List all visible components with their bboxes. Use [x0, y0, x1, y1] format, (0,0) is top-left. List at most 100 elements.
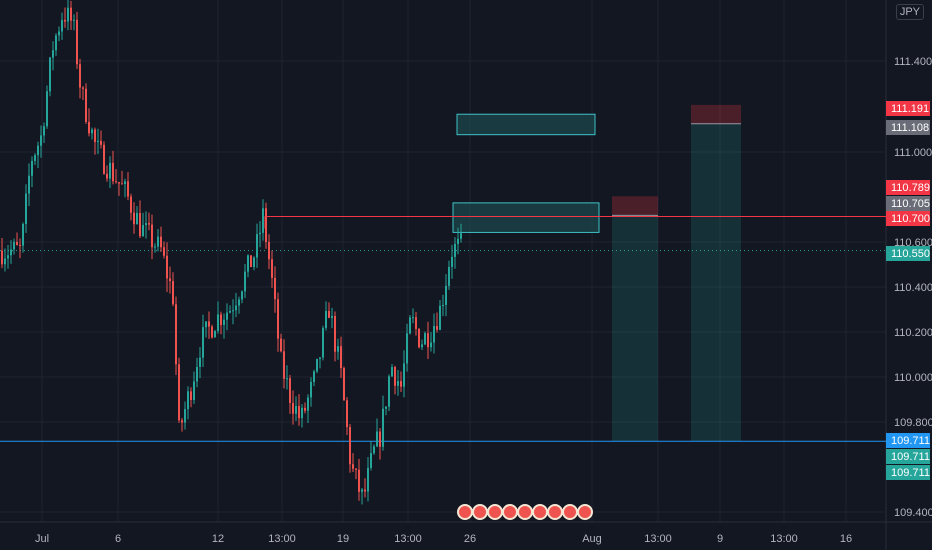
- middle-zone[interactable]: [452, 202, 600, 233]
- candle-body: [436, 326, 438, 330]
- candle-body: [109, 162, 111, 179]
- candle-body: [349, 427, 351, 465]
- candle-body: [10, 249, 12, 256]
- candle-body: [427, 333, 429, 348]
- candle-body: [313, 371, 315, 382]
- event-marker-icon[interactable]: [577, 504, 593, 520]
- event-marker-icon[interactable]: [562, 504, 578, 520]
- price-label-red: [886, 180, 930, 195]
- x-tick-label: 19: [337, 533, 349, 545]
- candle-body: [13, 241, 15, 250]
- candle-body: [232, 310, 234, 312]
- candle-body: [346, 400, 348, 428]
- candle-body: [223, 319, 225, 325]
- candle-body: [106, 173, 108, 179]
- event-marker-icon[interactable]: [502, 504, 518, 520]
- long-position-1-target-zone[interactable]: [612, 215, 658, 442]
- candle-body: [406, 333, 408, 364]
- event-marker-icon[interactable]: [457, 504, 473, 520]
- currency-badge[interactable]: JPY: [895, 4, 924, 20]
- candle-body: [235, 305, 237, 311]
- candle-body: [88, 121, 90, 134]
- price-label-text: 110.550: [891, 248, 930, 260]
- candle-body: [172, 281, 174, 305]
- upper-zone[interactable]: [456, 113, 596, 136]
- candle-body: [295, 406, 297, 414]
- x-tick-label: Aug: [582, 533, 602, 545]
- x-tick-label: 13:00: [268, 533, 296, 545]
- event-marker-icon[interactable]: [532, 504, 548, 520]
- x-tick-label: 13:00: [770, 533, 798, 545]
- candle-body: [430, 342, 432, 348]
- candle-body: [55, 35, 57, 51]
- candle-body: [334, 315, 336, 352]
- y-tick-label: 111.000: [894, 147, 932, 159]
- long-position-2-stop-zone[interactable]: [691, 104, 741, 124]
- price-label-text: 109.711: [891, 435, 930, 447]
- candle-body: [70, 7, 72, 21]
- event-marker-icon[interactable]: [487, 504, 503, 520]
- y-tick-label: 110.200: [894, 327, 932, 339]
- candle-body: [52, 50, 54, 58]
- candle-body: [130, 196, 132, 213]
- candle-body: [208, 321, 210, 327]
- candle-body: [343, 368, 345, 401]
- candle-body: [391, 367, 393, 377]
- candle-body: [226, 312, 228, 320]
- candle-body: [64, 19, 66, 22]
- candle-body: [460, 233, 462, 239]
- candle-body: [160, 236, 162, 248]
- candle-body: [442, 304, 444, 306]
- x-tick-label: 6: [115, 533, 121, 545]
- candle-body: [190, 391, 192, 400]
- candle-body: [43, 126, 45, 136]
- candle-body: [397, 381, 399, 386]
- candle-body: [229, 311, 231, 313]
- long-position-2-target-zone[interactable]: [691, 123, 741, 442]
- price-label-text: 109.711: [891, 451, 930, 463]
- candle-body: [58, 31, 60, 36]
- candle-body: [163, 247, 165, 256]
- price-label-blue: [886, 433, 930, 448]
- candle-body: [415, 317, 417, 329]
- candle-body: [244, 271, 246, 292]
- candle-body: [169, 278, 171, 282]
- candle-body: [280, 338, 282, 352]
- candle-body: [151, 224, 153, 248]
- price-label-teal: [886, 246, 930, 261]
- candle-body: [7, 255, 9, 259]
- candle-body: [202, 327, 204, 358]
- x-tick-label: Jul: [35, 533, 49, 545]
- candle-body: [4, 258, 6, 265]
- candle-body: [103, 144, 105, 174]
- candle-body: [382, 408, 384, 447]
- candle-body: [49, 57, 51, 92]
- candle-body: [166, 255, 168, 279]
- candle-body: [187, 391, 189, 410]
- candle-body: [298, 406, 300, 419]
- candle-body: [40, 135, 42, 146]
- candle-body: [217, 314, 219, 331]
- price-label-teal: [886, 465, 930, 480]
- candle-body: [412, 317, 414, 319]
- candle-body: [292, 402, 294, 414]
- candle-body: [91, 129, 93, 134]
- long-position-1-stop-zone[interactable]: [612, 196, 658, 216]
- event-marker-icon[interactable]: [547, 504, 563, 520]
- candle-body: [214, 330, 216, 338]
- event-marker-icon[interactable]: [472, 504, 488, 520]
- x-tick-label: 13:00: [394, 533, 422, 545]
- candle-body: [367, 467, 369, 492]
- candle-body: [355, 468, 357, 470]
- candle-body: [418, 328, 420, 348]
- candle-body: [424, 333, 426, 345]
- candle-body: [370, 453, 372, 468]
- candle-body: [73, 19, 75, 21]
- candle-body: [1, 250, 3, 265]
- event-marker-icon[interactable]: [517, 504, 533, 520]
- candle-body: [100, 140, 102, 145]
- candle-body: [445, 285, 447, 305]
